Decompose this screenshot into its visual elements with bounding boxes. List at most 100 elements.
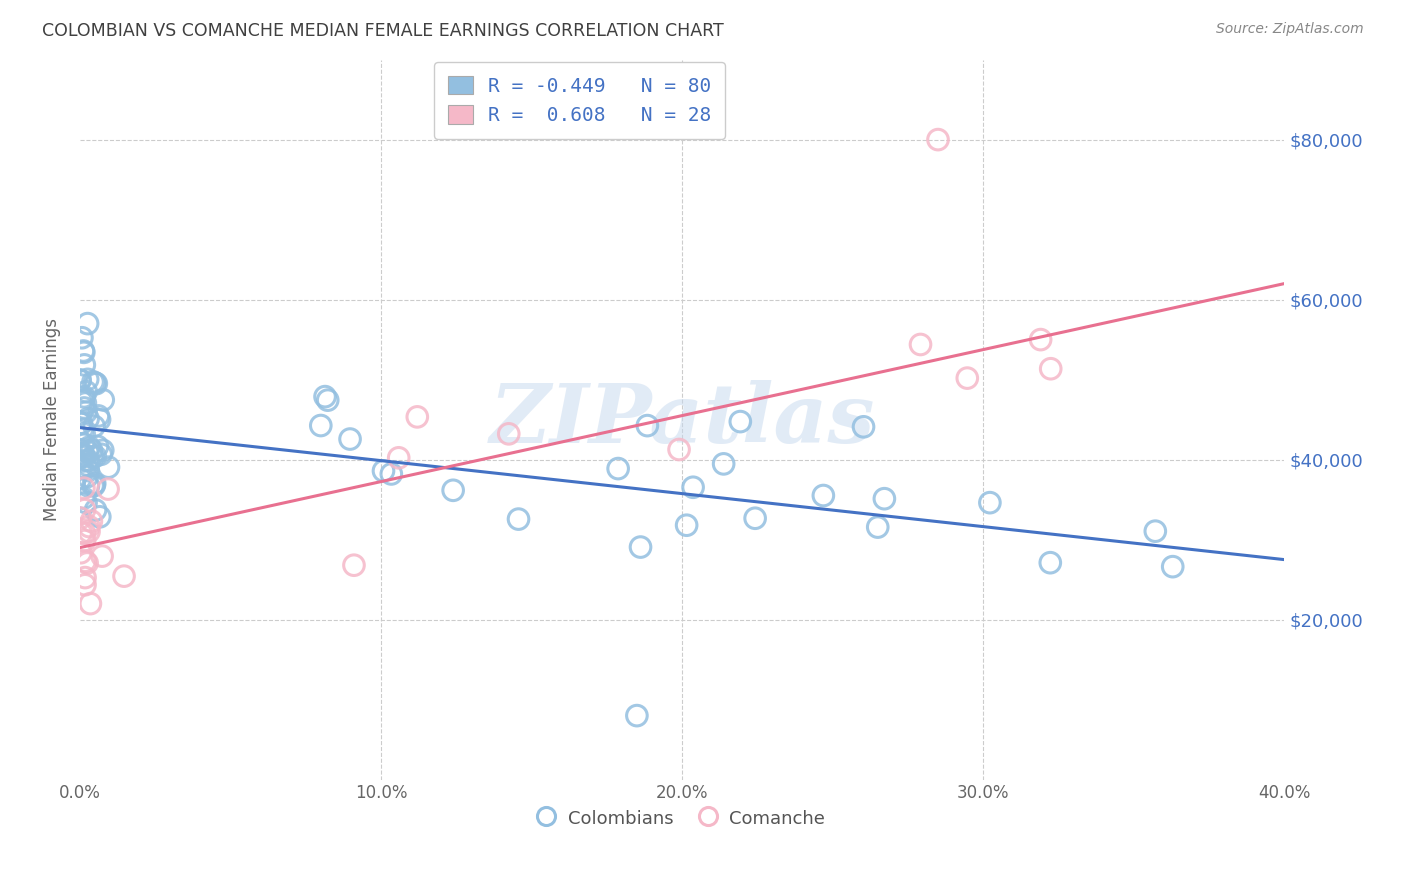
Point: [75, 405, 97, 419]
Point: [73, 390, 96, 404]
Point: [979, 496, 1001, 510]
Point: [69, 546, 91, 560]
Point: [77, 519, 100, 533]
Point: [70, 331, 93, 345]
Point: [730, 415, 752, 429]
Point: [1029, 333, 1052, 347]
Point: [76, 556, 98, 570]
Point: [86, 439, 108, 453]
Point: [866, 520, 889, 534]
Point: [73, 449, 96, 463]
Point: [84, 376, 107, 390]
Point: [73, 358, 96, 372]
Point: [1039, 556, 1062, 570]
Y-axis label: Median Female Earnings: Median Female Earnings: [44, 318, 60, 521]
Point: [82, 450, 104, 464]
Point: [73, 437, 96, 451]
Point: [70, 525, 93, 540]
Point: [70, 417, 93, 431]
Point: [668, 442, 690, 457]
Point: [626, 708, 648, 723]
Point: [75, 495, 97, 509]
Point: [873, 491, 896, 506]
Point: [76, 469, 98, 483]
Point: [75, 396, 97, 410]
Point: [112, 569, 135, 583]
Point: [80, 514, 103, 528]
Point: [80, 442, 103, 457]
Point: [91, 549, 114, 563]
Point: [73, 533, 96, 548]
Point: [69, 417, 91, 431]
Point: [69, 374, 91, 388]
Point: [744, 511, 766, 525]
Point: [813, 489, 835, 503]
Point: [91, 392, 114, 407]
Point: [77, 440, 100, 454]
Point: [607, 461, 630, 475]
Point: [73, 481, 96, 495]
Point: [83, 478, 105, 492]
Point: [72, 343, 94, 358]
Point: [339, 432, 361, 446]
Point: [910, 337, 932, 351]
Point: [75, 384, 97, 399]
Point: [1039, 361, 1062, 376]
Point: [70, 394, 93, 409]
Point: [76, 458, 98, 472]
Point: [69, 472, 91, 486]
Point: [441, 483, 464, 498]
Point: [1144, 524, 1167, 538]
Point: [84, 450, 107, 464]
Point: [73, 345, 96, 359]
Point: [91, 443, 114, 458]
Point: [72, 454, 94, 468]
Point: [97, 460, 120, 475]
Point: [675, 518, 697, 533]
Legend: Colombians, Comanche: Colombians, Comanche: [531, 802, 832, 836]
Point: [388, 450, 411, 465]
Point: [927, 133, 949, 147]
Point: [69, 511, 91, 525]
Point: [309, 418, 332, 433]
Point: [75, 554, 97, 568]
Point: [682, 480, 704, 494]
Point: [87, 409, 110, 423]
Point: [76, 372, 98, 386]
Point: [69, 373, 91, 387]
Point: [89, 509, 111, 524]
Point: [77, 479, 100, 493]
Point: [314, 390, 336, 404]
Point: [77, 411, 100, 425]
Point: [76, 444, 98, 458]
Point: [373, 464, 395, 478]
Point: [73, 502, 96, 516]
Point: [70, 447, 93, 461]
Point: [90, 447, 112, 461]
Point: [406, 409, 429, 424]
Point: [82, 375, 104, 389]
Point: [1161, 559, 1184, 574]
Point: [89, 412, 111, 426]
Point: [316, 393, 339, 408]
Point: [82, 479, 104, 493]
Point: [76, 317, 98, 331]
Point: [852, 419, 875, 434]
Point: [636, 418, 658, 433]
Point: [508, 512, 530, 526]
Point: [83, 476, 105, 491]
Point: [75, 571, 97, 585]
Point: [77, 453, 100, 467]
Point: [630, 540, 652, 554]
Point: [84, 503, 107, 517]
Point: [70, 450, 93, 464]
Point: [713, 457, 735, 471]
Point: [498, 426, 520, 441]
Point: [83, 419, 105, 434]
Point: [73, 401, 96, 415]
Point: [73, 578, 96, 592]
Text: COLOMBIAN VS COMANCHE MEDIAN FEMALE EARNINGS CORRELATION CHART: COLOMBIAN VS COMANCHE MEDIAN FEMALE EARN…: [42, 22, 724, 40]
Point: [73, 526, 96, 541]
Text: ZIPatlas: ZIPatlas: [489, 380, 875, 459]
Point: [956, 371, 979, 385]
